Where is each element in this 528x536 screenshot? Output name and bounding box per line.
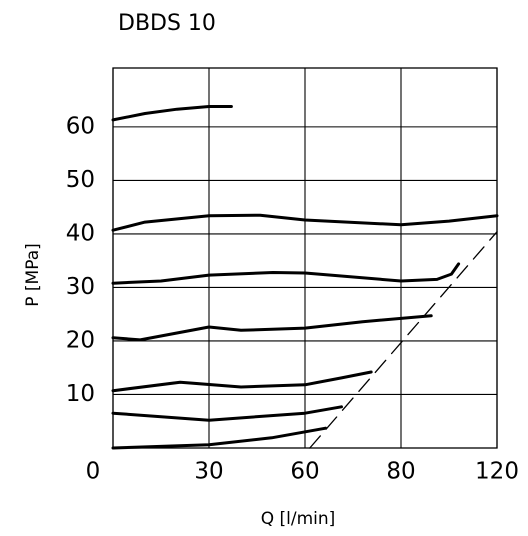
x-tick-label: 120: [475, 459, 519, 485]
chart-title: DBDS 10: [118, 11, 216, 36]
limit-line: [309, 231, 498, 449]
y-tick-label: 40: [66, 220, 95, 246]
curve: [111, 370, 373, 393]
y-tick-label: 50: [66, 167, 95, 193]
curve: [111, 213, 499, 232]
x-tick-label: 80: [386, 459, 415, 485]
x-tick-label: 60: [290, 459, 319, 485]
curve: [111, 262, 461, 285]
y-tick-label: 60: [66, 113, 95, 139]
x-axis-label: Q [l/min]: [261, 509, 336, 529]
curve: [111, 314, 433, 342]
y-tick-label: 30: [66, 274, 95, 300]
curve: [111, 405, 343, 422]
y-tick-label: 20: [66, 327, 95, 353]
x-tick-label: 0: [86, 459, 101, 485]
curve: [111, 426, 328, 450]
x-tick-label: 30: [194, 459, 223, 485]
y-tick-label: 10: [66, 381, 95, 407]
y-axis-label: P [MPa]: [23, 243, 43, 307]
curve: [111, 105, 233, 122]
